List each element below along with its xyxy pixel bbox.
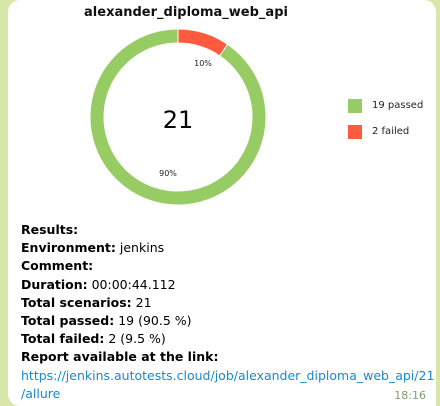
message-time: 18:16 <box>394 389 426 402</box>
results-text: Results: Environment: jenkins Comment: D… <box>21 221 421 403</box>
total-passed-label: Total passed: <box>21 313 114 328</box>
duration-value: 00:00:44.112 <box>92 277 176 292</box>
environment-value: jenkins <box>120 240 164 255</box>
total-failed-label: Total failed: <box>21 331 104 346</box>
legend-item: 2 failed <box>348 123 423 140</box>
comment-label: Comment: <box>21 258 93 273</box>
slice-2-failed <box>178 29 228 56</box>
legend-label: 19 passed <box>372 100 423 111</box>
legend-item: 19 passed <box>348 97 423 114</box>
report-link[interactable]: https://jenkins.autotests.cloud/job/alex… <box>21 367 421 403</box>
total-scenarios-value: 21 <box>136 295 152 310</box>
chart-legend: 19 passed 2 failed <box>348 97 423 149</box>
report-link-line2: /allure <box>21 385 421 403</box>
center-total-label: 21 <box>163 106 194 134</box>
pct-label-passed: 90% <box>159 169 177 178</box>
results-heading: Results: <box>21 222 78 237</box>
total-scenarios-label: Total scenarios: <box>21 295 132 310</box>
allure-chart: alexander_diploma_web_api 21 10% 90% 19 p… <box>8 0 436 215</box>
environment-label: Environment: <box>21 240 116 255</box>
duration-label: Duration: <box>21 277 88 292</box>
report-link-line1: https://jenkins.autotests.cloud/job/alex… <box>21 367 421 385</box>
total-passed-value: 19 (90.5 %) <box>118 313 191 328</box>
legend-swatch <box>348 125 362 139</box>
message-bubble: alexander_diploma_web_api 21 10% 90% 19 p… <box>8 0 436 406</box>
legend-label: 2 failed <box>372 126 409 137</box>
legend-swatch <box>348 99 362 113</box>
total-failed-value: 2 (9.5 %) <box>108 331 165 346</box>
pct-label-failed: 10% <box>194 59 212 68</box>
report-label: Report available at the link: <box>21 349 218 364</box>
